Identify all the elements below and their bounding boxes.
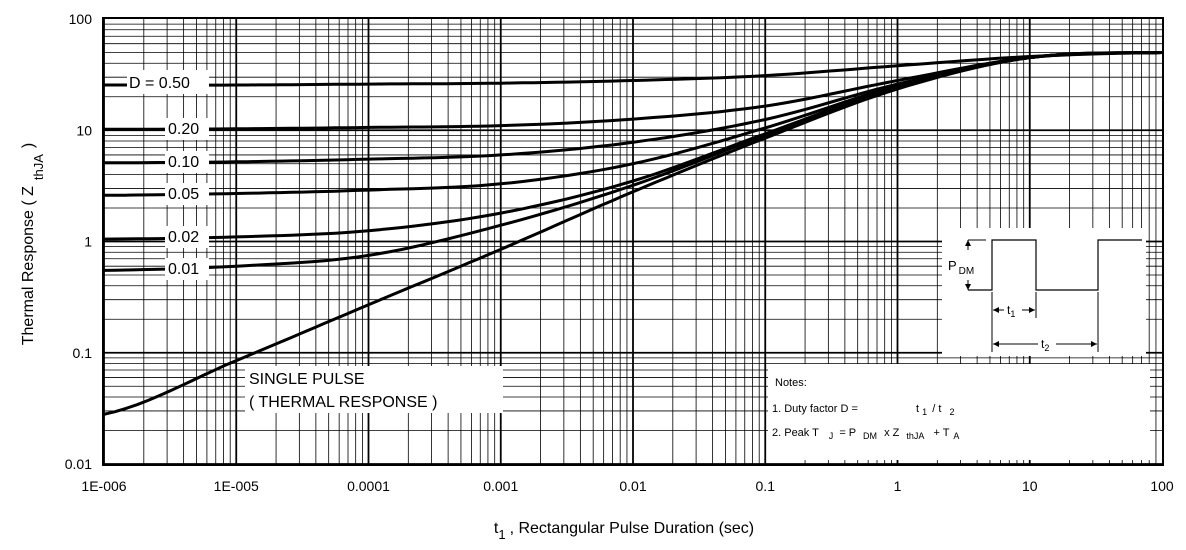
x-tick-label: 1 [894,478,902,494]
curve-label-005: 0.05 [168,186,199,203]
notes-line1: 1. Duty factor D = t 1 / t 2 [772,403,954,418]
notes-line2-sub-j: J [829,431,834,441]
notes-line2: 2. Peak T J = P DM x Z thJA + T A [772,427,959,442]
notes-line2-prefix: 2. Peak T [772,427,819,439]
x-tick-label: 0.001 [483,478,518,494]
curve-d-0-50 [102,51,1164,87]
notes-line1-t: t [916,403,919,415]
x-tick-label: 100 [1150,478,1174,494]
notes-title: Notes: [775,377,807,389]
notes-line1-prefix: 1. Duty factor D = [772,403,858,415]
x-tick-label: 1E-006 [81,478,126,494]
notes-line2-x: x Z [884,427,900,439]
y-tick-label: 10 [76,122,92,138]
notes-line2-eq: = P [839,427,856,439]
notes-line1-slash: / t [932,403,941,415]
notes-line2-sub-th: thJA [906,431,924,441]
x-tick-label: 10 [1022,478,1038,494]
curve-label-010: 0.10 [168,154,199,171]
t1-label: t1 [1007,303,1015,319]
x-tick-label: 0.0001 [347,478,390,494]
notes-line2-sub-dm: DM [863,431,877,441]
y-tick-label: 100 [69,11,93,27]
curve-label-050: D = 0.50 [129,75,190,92]
curve-single-pulse [102,51,1164,416]
single-pulse-label: SINGLE PULSE [249,371,365,388]
notes-line1-sub2: 2 [949,407,954,417]
thermal-response-label: ( THERMAL RESPONSE ) [249,394,437,411]
x-tick-label: 1E-005 [214,478,259,494]
curve-label-020: 0.20 [168,121,199,138]
t2-label: t2 [1041,337,1049,353]
notes-line2-plus: + T [933,427,949,439]
notes-line2-sub-a: A [953,431,959,441]
x-tick-label: 0.01 [619,478,646,494]
y-tick-label: 0.01 [65,456,92,472]
pulse-waveform-inset: P DM t1 t2 [942,228,1146,356]
plot-frame [102,17,1164,466]
pdm-label: P DM [948,258,974,277]
notes-box: Notes: 1. Duty factor D = t 1 / t 2 2. P… [768,364,1150,460]
y-tick-label: 0.1 [73,345,93,361]
pulse-waveform [968,239,1142,291]
data-curves [102,51,1164,416]
single-pulse-annotation: SINGLE PULSE ( THERMAL RESPONSE ) [245,366,503,413]
x-axis-title: t1, Rectangular Pulse Duration (sec) [494,520,754,542]
x-tick-label: 0.1 [756,478,776,494]
y-axis-title: Thermal Response ( ZthJA) [20,143,46,346]
notes-line1-sub1: 1 [922,407,927,417]
curve-labels: D = 0.50 0.20 0.10 0.05 0.02 0.01 [127,70,209,280]
tick-labels: 1E-006 1E-005 0.0001 0.001 0.01 0.1 1 10 100 0.01… [65,11,1174,494]
curve-label-002: 0.02 [168,229,199,246]
y-tick-label: 1 [84,234,92,250]
curve-label-001: 0.01 [168,261,199,278]
